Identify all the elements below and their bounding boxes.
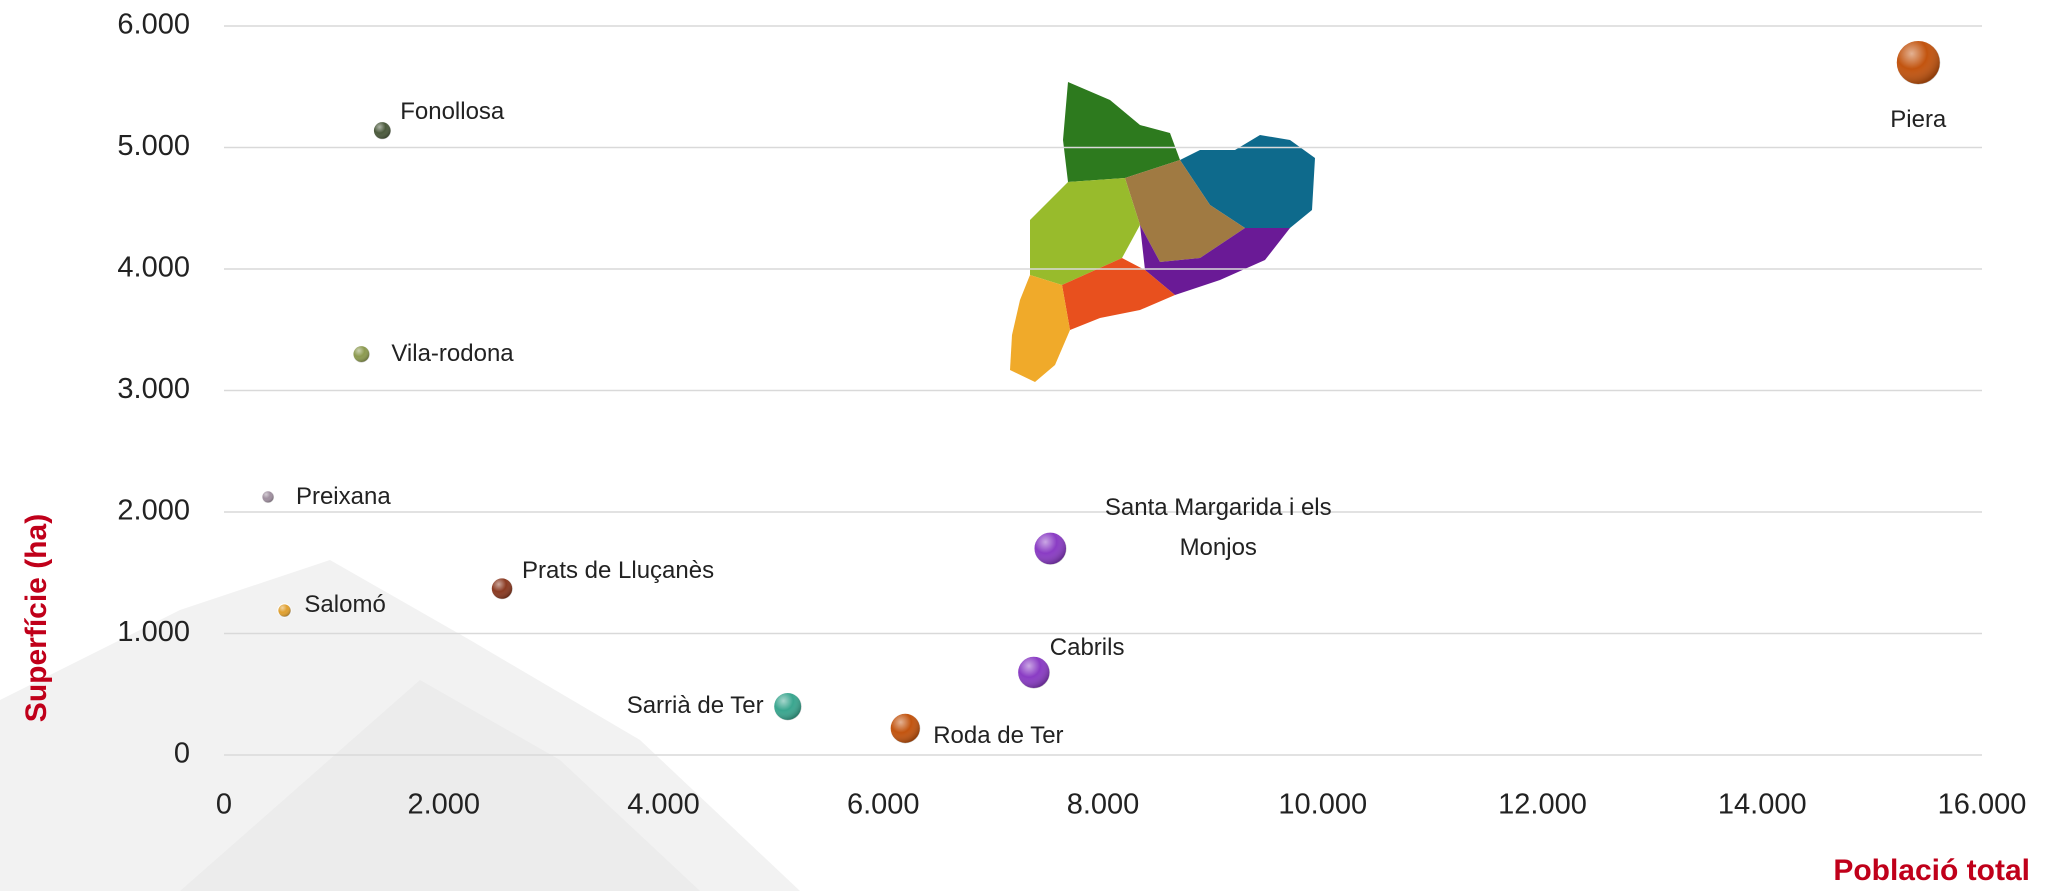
x-tick-label: 6.000	[847, 789, 920, 821]
y-tick-label: 5.000	[117, 130, 190, 162]
y-tick-label: 3.000	[117, 373, 190, 405]
map-region	[1180, 135, 1315, 228]
point-label: Preixana	[295, 482, 391, 510]
point-label: Santa Margarida i els Monjos	[1104, 494, 1332, 562]
bubble	[773, 691, 803, 721]
x-axis-title: Població total	[1833, 854, 2030, 887]
x-tick-label: 0	[216, 789, 232, 821]
bubble	[261, 490, 275, 504]
y-axis-title: Superfície (ha)	[20, 514, 53, 722]
bubble	[889, 712, 921, 744]
x-tick-label: 10.000	[1278, 789, 1367, 821]
map-region	[1063, 82, 1180, 182]
x-tick-label: 16.000	[1938, 789, 2027, 821]
point-label: Roda de Ter	[933, 722, 1064, 750]
point-label: Fonollosa	[400, 98, 505, 126]
x-tick-label: 2.000	[407, 789, 480, 821]
y-tick-label: 4.000	[117, 252, 190, 284]
map-region	[1030, 178, 1140, 285]
point-label: Cabrils	[1049, 634, 1125, 662]
x-tick-label: 4.000	[627, 789, 700, 821]
y-tick-label: 2.000	[117, 495, 190, 527]
background-shape	[180, 680, 700, 891]
map-region	[1140, 225, 1290, 295]
bubble	[352, 345, 371, 363]
y-tick-label: 0	[174, 738, 190, 770]
y-tick-label: 6.000	[117, 9, 190, 41]
x-tick-label: 12.000	[1498, 789, 1587, 821]
x-tick-label: 14.000	[1718, 789, 1807, 821]
bubble	[490, 577, 514, 600]
bubble	[1895, 39, 1941, 85]
point-label: Sarrià de Ter	[626, 692, 764, 720]
point-label: Vila-rodona	[391, 340, 514, 368]
bubble	[372, 121, 392, 140]
bubble	[277, 603, 292, 618]
x-tick-label: 8.000	[1067, 789, 1140, 821]
bubble	[1017, 655, 1051, 690]
point-label: Prats de Lluçanès	[521, 556, 715, 584]
map-region	[1062, 258, 1175, 330]
point-label: Piera	[1890, 106, 1947, 134]
map-region	[1010, 275, 1070, 382]
y-tick-label: 1.000	[117, 616, 190, 648]
map	[1010, 82, 1315, 382]
bubble	[1033, 531, 1068, 566]
map-region	[1125, 160, 1245, 262]
point-label: Salomó	[304, 591, 386, 619]
